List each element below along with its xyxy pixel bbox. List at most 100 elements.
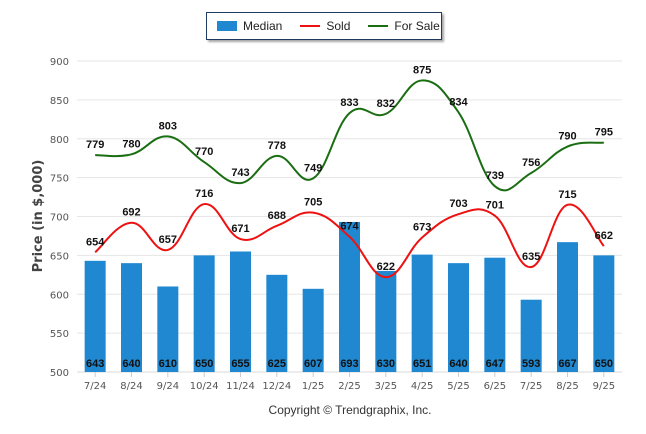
median-bar	[557, 242, 578, 372]
copyright: Copyright © Trendgraphix, Inc.	[268, 403, 432, 417]
median-bar-label: 693	[340, 358, 358, 370]
x-tick-label: 1/25	[302, 381, 324, 392]
median-bar	[266, 274, 288, 372]
median-bar-label: 610	[159, 358, 177, 370]
median-bar	[84, 260, 106, 372]
x-tick-label: 9/25	[593, 381, 615, 392]
y-axis-label: Price (in $,000)	[31, 160, 46, 273]
median-bars	[84, 221, 615, 372]
sold-data-label: 705	[304, 197, 322, 209]
y-tick-label: 500	[50, 368, 69, 379]
median-bar-label: 650	[595, 358, 613, 370]
for-sale-data-label: 770	[195, 146, 213, 158]
for-sale-data-label: 779	[86, 139, 104, 151]
x-tick-label: 7/25	[520, 381, 542, 392]
legend-item-for-sale[interactable]: For Sale	[368, 19, 440, 33]
y-tick-label: 600	[50, 290, 69, 301]
median-bar-label: 651	[413, 358, 431, 370]
median-bar-label: 647	[486, 358, 504, 370]
for-sale-data-label: 875	[413, 64, 431, 76]
median-bar	[375, 270, 397, 372]
median-bar-label: 607	[304, 358, 322, 370]
x-tick-label: 8/25	[556, 381, 578, 392]
median-bar	[121, 263, 142, 372]
median-bar	[230, 251, 251, 372]
median-bar-label: 640	[122, 358, 140, 370]
median-swatch-icon	[217, 21, 237, 31]
median-bar-label: 625	[268, 358, 286, 370]
sold-data-label: 671	[231, 223, 249, 235]
x-tick-label: 7/24	[84, 381, 106, 392]
y-tick-label: 700	[50, 213, 69, 224]
sold-swatch-icon	[300, 25, 321, 27]
for-sale-data-label: 795	[595, 127, 613, 139]
for-sale-data-label: 832	[377, 98, 395, 110]
sold-data-label: 716	[195, 188, 213, 200]
x-tick-label: 9/24	[157, 381, 179, 392]
sold-data-label: 673	[413, 221, 431, 233]
y-tick-label: 550	[50, 329, 69, 340]
sold-data-label: 657	[159, 234, 177, 246]
x-tick-label: 6/25	[484, 381, 506, 392]
legend-label-for-sale: For Sale	[394, 19, 440, 33]
x-tick-label: 11/24	[226, 381, 255, 392]
y-tick-label: 850	[50, 96, 69, 107]
median-bar-label: 667	[558, 358, 576, 370]
legend-item-sold[interactable]: Sold	[300, 19, 350, 33]
x-tick-label: 10/24	[190, 381, 219, 392]
median-bar-label: 630	[377, 358, 395, 370]
x-axis-ticks: 7/24 8/24 9/24 10/24 11/24 12/24 1/25 2/25 3/25 4…	[84, 372, 615, 392]
median-bar	[520, 299, 542, 372]
for-sale-data-label: 803	[159, 120, 177, 132]
x-tick-label: 8/24	[120, 381, 142, 392]
sold-data-label: 622	[377, 261, 395, 273]
for-sale-data-label: 778	[268, 140, 286, 152]
legend-label-median: Median	[243, 19, 283, 33]
sold-data-label: 674	[340, 221, 359, 233]
median-bar	[302, 288, 324, 372]
x-tick-label: 12/24	[262, 381, 291, 392]
for-sale-data-label: 833	[340, 97, 358, 109]
sold-data-label: 703	[449, 198, 467, 210]
x-tick-label: 2/25	[338, 381, 360, 392]
for-sale-swatch-icon	[368, 25, 389, 27]
sold-data-label: 654	[86, 236, 105, 248]
legend-label-sold: Sold	[326, 19, 351, 33]
sold-data-label: 692	[122, 207, 140, 219]
for-sale-data-label: 756	[522, 157, 540, 169]
y-axis-ticks: 500 550 600 650 700 750 800 850 900	[50, 57, 69, 379]
median-bar	[157, 286, 179, 372]
for-sale-line	[95, 79, 604, 192]
x-tick-label: 3/25	[375, 381, 397, 392]
sold-data-label: 701	[486, 200, 504, 212]
for-sale-data-label: 749	[304, 162, 322, 174]
legend-item-median[interactable]: Median	[217, 19, 282, 33]
sold-data-label: 715	[558, 189, 576, 201]
y-tick-label: 650	[50, 251, 69, 262]
median-bar	[339, 221, 360, 372]
for-sale-data-label: 834	[449, 96, 468, 108]
for-sale-data-label: 739	[486, 170, 504, 182]
x-tick-label: 4/25	[411, 381, 433, 392]
median-bar-label: 643	[86, 358, 104, 370]
median-bar-labels: 643 640 610 650 655 625 607 693 630 651 640 647 593 6…	[86, 358, 613, 370]
for-sale-data-label: 780	[122, 138, 140, 150]
median-bar	[411, 254, 433, 372]
median-bar	[593, 255, 615, 372]
median-bar	[448, 263, 469, 372]
for-sale-labels: 779 780 803 770 743 778 749 833 832 875 834 739 756 7…	[86, 64, 613, 182]
x-tick-label: 5/25	[447, 381, 469, 392]
y-tick-label: 750	[50, 174, 69, 185]
sold-data-label: 688	[268, 210, 286, 222]
median-bar	[484, 257, 506, 372]
for-sale-data-label: 743	[231, 167, 249, 179]
y-tick-label: 800	[50, 135, 69, 146]
for-sale-data-label: 790	[558, 131, 576, 143]
y-tick-label: 900	[50, 57, 69, 68]
sold-line	[94, 203, 605, 279]
median-bar-label: 650	[195, 358, 213, 370]
sold-data-label: 635	[522, 251, 540, 263]
sold-labels: 654 692 657 716 671 688 705 674 622 673 703 701 635 7…	[86, 188, 613, 273]
median-bar-label: 640	[449, 358, 467, 370]
